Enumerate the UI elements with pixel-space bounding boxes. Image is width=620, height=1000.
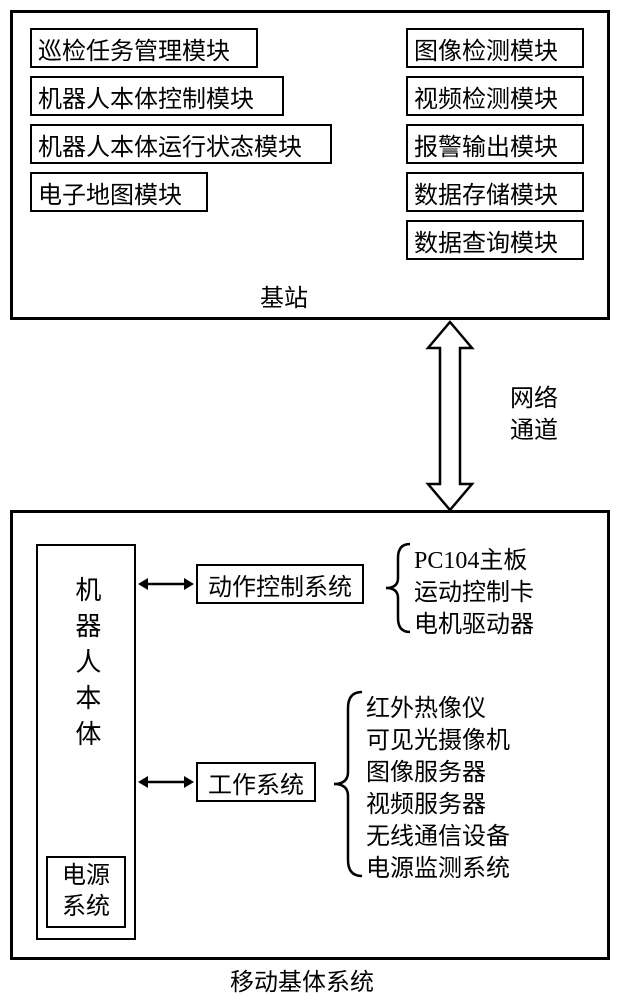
work-item-1: 可见光摄像机 <box>366 720 510 755</box>
work-bracket-icon <box>326 684 364 884</box>
mobile-system-label: 移动基体系统 <box>230 962 374 997</box>
module-emap: 电子地图模块 <box>30 172 208 212</box>
power-system-label: 电源 系统 <box>62 861 110 923</box>
motion-control-label: 动作控制系统 <box>208 567 352 602</box>
work-system-label: 工作系统 <box>208 765 304 800</box>
module-label: 视频检测模块 <box>414 79 558 114</box>
module-data-store: 数据存储模块 <box>406 172 584 212</box>
power-system-box: 电源 系统 <box>46 856 126 928</box>
module-label: 巡检任务管理模块 <box>38 31 230 66</box>
module-alarm-output: 报警输出模块 <box>406 124 584 164</box>
module-patrol-task: 巡检任务管理模块 <box>30 28 258 68</box>
robot-body-label: 机器人本体 <box>69 576 103 756</box>
motion-control-box: 动作控制系统 <box>196 564 364 604</box>
motion-item-2: 电机驱动器 <box>414 604 534 639</box>
module-label: 电子地图模块 <box>38 175 182 210</box>
work-item-5: 电源监测系统 <box>366 848 510 883</box>
network-arrow-icon <box>420 320 480 512</box>
module-label: 图像检测模块 <box>414 31 558 66</box>
work-item-2: 图像服务器 <box>366 752 486 787</box>
module-data-query: 数据查询模块 <box>406 220 584 260</box>
motion-item-1: 运动控制卡 <box>414 572 534 607</box>
arrow-robot-work-icon <box>136 770 196 794</box>
network-label-2: 通道 <box>510 410 558 445</box>
arrow-robot-motion-icon <box>136 572 196 596</box>
module-label: 机器人本体运行状态模块 <box>38 127 302 162</box>
work-system-box: 工作系统 <box>196 762 316 802</box>
work-item-0: 红外热像仪 <box>366 688 486 723</box>
module-robot-control: 机器人本体控制模块 <box>30 76 284 116</box>
base-station-label: 基站 <box>260 278 308 313</box>
motion-bracket-icon <box>376 538 412 638</box>
module-image-detect: 图像检测模块 <box>406 28 584 68</box>
network-label-1: 网络 <box>510 378 558 413</box>
module-label: 数据查询模块 <box>414 223 558 258</box>
module-video-detect: 视频检测模块 <box>406 76 584 116</box>
module-robot-status: 机器人本体运行状态模块 <box>30 124 332 164</box>
module-label: 机器人本体控制模块 <box>38 79 254 114</box>
work-item-3: 视频服务器 <box>366 784 486 819</box>
work-item-4: 无线通信设备 <box>366 816 510 851</box>
motion-item-0: PC104主板 <box>414 540 527 575</box>
module-label: 报警输出模块 <box>414 127 558 162</box>
module-label: 数据存储模块 <box>414 175 558 210</box>
